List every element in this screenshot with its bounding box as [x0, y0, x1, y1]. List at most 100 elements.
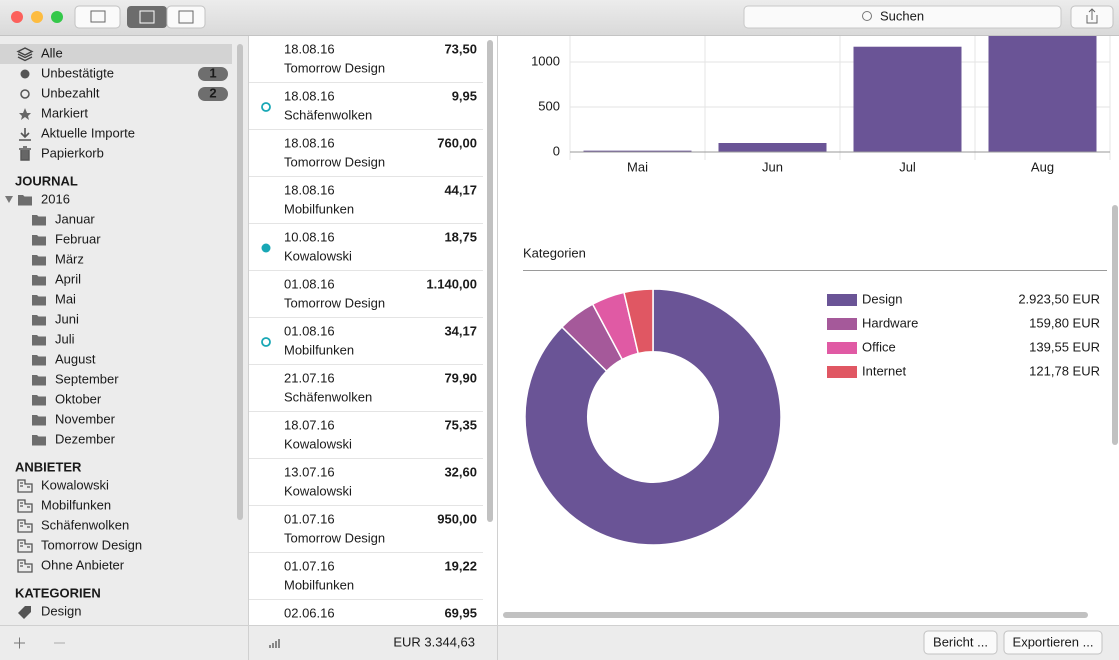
sidebar-item-label[interactable]: September — [55, 371, 119, 386]
sidebar-item-label[interactable]: Papierkorb — [41, 145, 104, 160]
sidebar-item-label[interactable]: Februar — [55, 231, 101, 246]
sidebar-item-label[interactable]: Alle — [41, 45, 63, 60]
transaction-row[interactable]: 10.08.16 18,75 Kowalowski — [249, 229, 483, 271]
sidebar-item-label[interactable]: August — [55, 351, 96, 366]
icon — [32, 375, 46, 386]
bar — [988, 36, 1097, 152]
transaction-row[interactable]: 02.06.16 69,95 — [249, 605, 483, 646]
icon-building — [17, 479, 33, 493]
transaction-date: 01.07.16 — [284, 511, 335, 526]
donut-slice[interactable] — [623, 288, 654, 355]
minimize-button[interactable] — [31, 11, 43, 23]
transaction-amount: 34,17 — [444, 323, 477, 338]
report-button-label: Bericht ... — [933, 634, 988, 649]
transaction-amount: 69,95 — [444, 605, 477, 620]
sidebar-item-label[interactable]: Design — [41, 603, 81, 618]
icon-folder — [32, 315, 46, 326]
legend-label: Internet — [862, 363, 906, 378]
transaction-amount: 950,00 — [437, 511, 477, 526]
transaction-payee: Mobilfunken — [284, 577, 354, 592]
legend-swatch — [827, 294, 857, 306]
sidebar-item-label[interactable]: Mobilfunken — [41, 497, 111, 512]
sidebar-item-label[interactable]: Aktuelle Importe — [41, 125, 135, 140]
sidebar-items: Alle Unbestätigte 1 Unbezahlt 2 Markiert Aktue… — [0, 44, 232, 619]
sidebar-item-label[interactable]: Markiert — [41, 105, 88, 120]
transaction-payee: Tomorrow Design — [284, 530, 385, 545]
sidebar-item-label[interactable]: März — [55, 251, 84, 266]
icon-building — [17, 539, 33, 553]
icon-download — [19, 128, 31, 141]
transaction-date: 18.08.16 — [284, 182, 335, 197]
transaction-row[interactable]: 01.08.16 1.140,00 Tomorrow Design — [249, 276, 483, 318]
icon-folder — [18, 195, 32, 206]
sidebar-item-label[interactable]: Schäfenwolken — [41, 517, 129, 532]
transaction-row[interactable]: 18.08.16 44,17 Mobilfunken — [249, 182, 483, 224]
transaction-row[interactable]: 21.07.16 79,90 Schäfenwolken — [249, 370, 483, 412]
sidebar-item-label[interactable]: Juni — [55, 311, 79, 326]
stats-icon[interactable] — [269, 639, 280, 648]
search-icon — [862, 11, 872, 21]
close-button[interactable] — [11, 11, 23, 23]
sidebar-item-label[interactable]: Tomorrow Design — [41, 537, 142, 552]
sidebar-item-label[interactable]: Januar — [55, 211, 95, 226]
list-view-button[interactable] — [166, 5, 206, 29]
sidebar-item-label[interactable]: April — [55, 271, 81, 286]
icon — [17, 499, 33, 513]
icon — [32, 415, 46, 426]
sidebar-item-label[interactable]: Mai — [55, 291, 76, 306]
transaction-row[interactable]: 18.08.16 9,95 Schäfenwolken — [249, 88, 483, 130]
transaction-row[interactable]: 18.08.16 760,00 Tomorrow Design — [249, 135, 483, 177]
y-tick-label: 0 — [553, 143, 560, 158]
report-button[interactable] — [923, 630, 998, 655]
sidebar-item-label[interactable]: Kowalowski — [41, 477, 109, 492]
icon-folder — [32, 335, 46, 346]
import-button[interactable] — [74, 5, 121, 29]
transaction-row[interactable]: 18.07.16 75,35 Kowalowski — [249, 417, 483, 459]
legend-swatch — [827, 318, 857, 330]
sidebar-item-label[interactable]: Oktober — [55, 391, 102, 406]
detail-scrollbar[interactable] — [1112, 205, 1118, 445]
search-field[interactable] — [743, 5, 1062, 29]
icon — [20, 89, 30, 99]
detail-h-scrollbar[interactable] — [503, 612, 1088, 618]
transaction-payee: Schäfenwolken — [284, 107, 372, 122]
disclosure-triangle[interactable] — [5, 196, 13, 203]
transaction-amount: 9,95 — [452, 88, 477, 103]
transaction-row[interactable]: 01.07.16 19,22 Mobilfunken — [249, 558, 483, 600]
transaction-date: 01.07.16 — [284, 558, 335, 573]
icon — [32, 395, 46, 406]
sidebar-item-label[interactable]: Unbezahlt — [41, 85, 100, 100]
sidebar-scrollbar[interactable] — [237, 44, 243, 520]
add-button[interactable] — [14, 637, 25, 649]
transaction-row[interactable]: 01.07.16 950,00 Tomorrow Design — [249, 511, 483, 553]
transaction-row[interactable]: 01.08.16 34,17 Mobilfunken — [249, 323, 483, 365]
list-scrollbar[interactable] — [487, 40, 493, 522]
transaction-payee: Schäfenwolken — [284, 389, 372, 404]
bar — [583, 150, 692, 152]
section-title: Kategorien — [523, 245, 586, 260]
sidebar-item-label[interactable]: 2016 — [41, 191, 70, 206]
donut-slice[interactable] — [524, 288, 782, 546]
transaction-row[interactable]: 13.07.16 32,60 Kowalowski — [249, 464, 483, 506]
icon — [16, 47, 34, 62]
sidebar-item-label[interactable]: Juli — [55, 331, 75, 346]
icon-folder — [32, 255, 46, 266]
icon — [32, 215, 46, 226]
sidebar-item-label[interactable]: Ohne Anbieter — [41, 557, 125, 572]
icon — [17, 479, 33, 493]
sidebar-item-label[interactable]: Dezember — [55, 431, 116, 446]
icon — [32, 435, 46, 446]
transaction-row[interactable]: 18.08.16 73,50 Tomorrow Design — [249, 41, 483, 83]
export-button[interactable] — [1003, 630, 1103, 655]
icon-dot — [20, 69, 30, 79]
zoom-button[interactable] — [51, 11, 63, 23]
transaction-amount: 760,00 — [437, 135, 477, 150]
sidebar-item-label[interactable]: November — [55, 411, 116, 426]
split-view-button[interactable] — [127, 6, 167, 28]
legend-label: Design — [862, 291, 902, 306]
sidebar-item-label[interactable]: Unbestätigte — [41, 65, 114, 80]
total: EUR 3.344,63 — [393, 634, 475, 649]
icon-tag — [18, 606, 31, 619]
status-unpaid — [261, 102, 271, 112]
transaction-amount: 18,75 — [444, 229, 477, 244]
